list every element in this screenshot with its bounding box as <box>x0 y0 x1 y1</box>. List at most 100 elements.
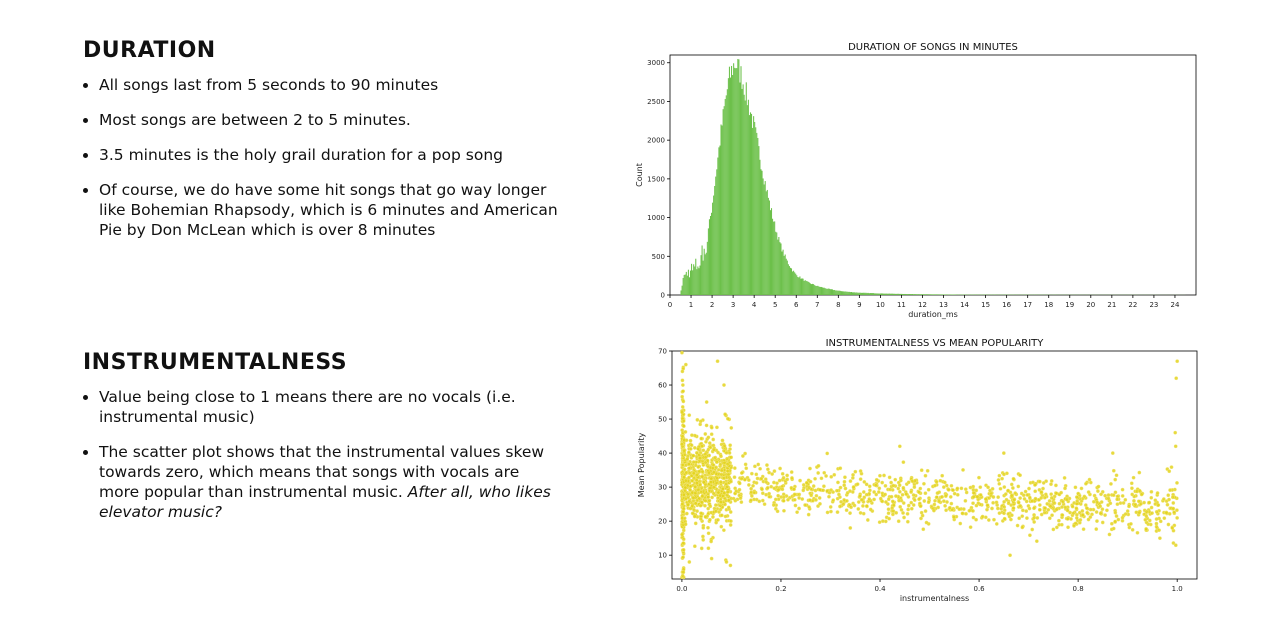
hist-bar <box>850 292 852 295</box>
scatter-point <box>1004 497 1009 502</box>
scatter-x-tick-label: 0.2 <box>775 585 786 593</box>
scatter-point <box>1060 513 1065 518</box>
scatter-point <box>780 487 785 492</box>
hist-bar <box>928 294 930 295</box>
scatter-point <box>821 488 826 493</box>
scatter-point <box>1052 501 1057 505</box>
instrumentalness-section: INSTRUMENTALNESS Value being close to 1 … <box>83 350 563 537</box>
duration-section: DURATION All songs last from 5 seconds t… <box>83 38 563 255</box>
hist-bar <box>921 294 923 295</box>
hist-bar <box>940 294 942 295</box>
hist-bar <box>864 292 866 295</box>
scatter-point <box>1043 506 1048 511</box>
hist-bar <box>787 264 789 295</box>
scatter-point <box>994 522 999 526</box>
hist-bar <box>934 294 936 295</box>
scatter-point <box>709 480 713 485</box>
hist-bar <box>899 293 901 295</box>
scatter-point <box>1170 526 1175 530</box>
hist-bar <box>680 290 682 295</box>
scatter-point <box>883 519 888 524</box>
hist-bar <box>702 260 704 295</box>
hist-bar <box>770 208 773 295</box>
scatter-point <box>1154 517 1159 521</box>
scatter-point <box>797 492 802 497</box>
hist-x-tick-label: 15 <box>981 301 990 309</box>
scatter-point <box>1171 501 1176 505</box>
scatter-point <box>964 511 968 516</box>
scatter-point <box>1115 497 1120 502</box>
hist-bar <box>762 178 764 295</box>
scatter-point <box>1052 494 1057 499</box>
scatter-point <box>858 511 863 515</box>
hist-bar <box>849 292 851 295</box>
scatter-point <box>740 454 745 458</box>
hist-bar <box>735 68 737 295</box>
scatter-point <box>772 469 777 474</box>
scatter-point <box>698 419 703 424</box>
scatter-title: INSTRUMENTALNESS VS MEAN POPULARITY <box>826 338 1045 349</box>
scatter-point <box>967 508 972 513</box>
hist-bar <box>903 293 905 295</box>
hist-bar <box>711 212 713 295</box>
hist-x-tick-label: 23 <box>1149 301 1158 309</box>
scatter-point <box>998 486 1003 491</box>
scatter-point <box>681 537 686 542</box>
hist-bar <box>936 294 938 295</box>
scatter-point <box>890 506 895 510</box>
scatter-point <box>1096 484 1101 489</box>
scatter-point <box>843 486 848 491</box>
scatter-point <box>1100 520 1105 525</box>
scatter-point <box>957 507 962 512</box>
scatter-point <box>1106 496 1111 501</box>
scatter-point <box>1108 501 1113 506</box>
scatter-point <box>696 446 701 451</box>
scatter-point <box>725 490 730 495</box>
hist-x-tick-label: 7 <box>815 301 819 309</box>
hist-bar <box>946 294 948 295</box>
scatter-point <box>704 423 709 428</box>
hist-bar <box>684 274 686 295</box>
hist-bar <box>902 293 904 295</box>
scatter-point <box>1018 496 1023 500</box>
scatter-point <box>692 445 697 450</box>
hist-bar <box>695 258 697 295</box>
hist-bar <box>721 125 723 295</box>
scatter-point <box>682 448 687 453</box>
scatter-point <box>1047 499 1052 503</box>
hist-x-tick-label: 19 <box>1065 301 1074 309</box>
hist-bar <box>718 147 720 295</box>
scatter-point <box>712 470 716 475</box>
scatter-point <box>1035 516 1040 520</box>
hist-bar <box>681 285 683 295</box>
scatter-point <box>1024 499 1029 504</box>
scatter-point <box>968 525 973 530</box>
scatter-point <box>711 485 716 490</box>
scatter-point <box>1106 493 1111 498</box>
scatter-point <box>1030 527 1035 532</box>
scatter-point <box>977 475 981 480</box>
scatter-point <box>941 485 946 489</box>
hist-bar <box>709 215 712 295</box>
hist-bar <box>806 281 808 295</box>
scatter-point <box>1111 493 1116 498</box>
scatter-point <box>909 500 914 505</box>
hist-bar <box>789 267 791 295</box>
scatter-point <box>700 494 705 499</box>
scatter-point <box>1054 525 1059 530</box>
scatter-point <box>1110 451 1115 455</box>
hist-bar <box>723 106 725 296</box>
scatter-point <box>698 503 703 508</box>
scatter-point <box>1174 376 1179 381</box>
hist-bar <box>804 280 806 295</box>
scatter-point <box>864 504 869 508</box>
scatter-point <box>1002 499 1007 504</box>
scatter-point <box>1065 497 1069 502</box>
scatter-point <box>785 477 790 482</box>
hist-bar <box>798 277 800 295</box>
hist-bar <box>829 289 831 295</box>
scatter-point <box>959 486 964 491</box>
hist-bar <box>930 294 932 295</box>
scatter-point <box>691 453 696 458</box>
scatter-point <box>971 509 975 513</box>
